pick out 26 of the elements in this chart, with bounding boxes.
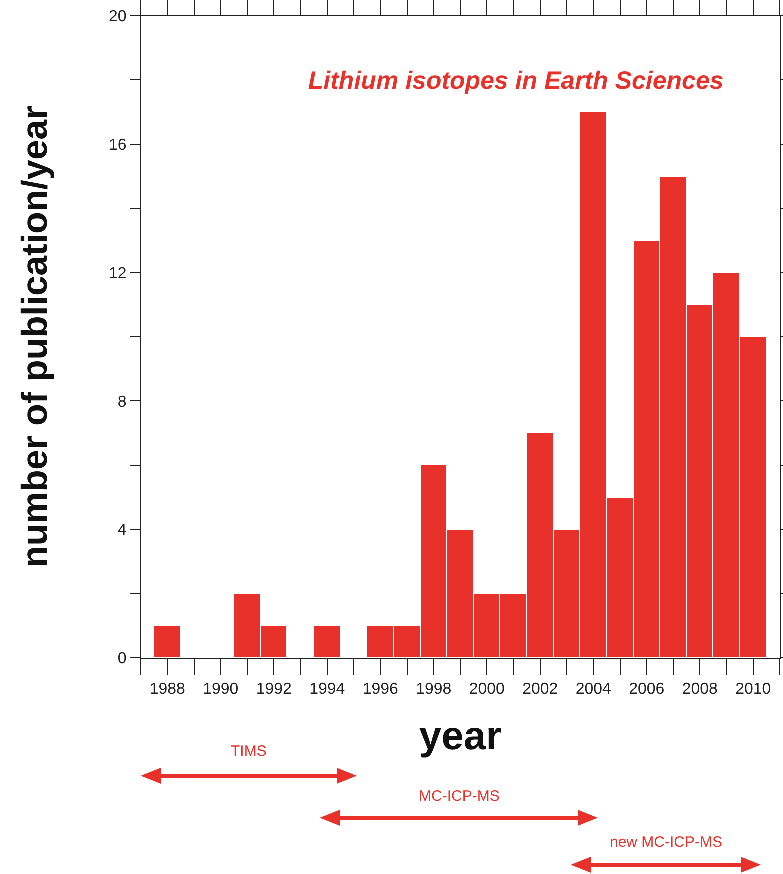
x-axis-title: year bbox=[419, 714, 502, 759]
y-tick-label: 4 bbox=[118, 522, 127, 540]
text: MC-ICP-MS bbox=[419, 788, 500, 805]
text: new MC-ICP-MS bbox=[610, 834, 723, 851]
x-tick-label: 2006 bbox=[629, 681, 665, 698]
y-tick-label: 12 bbox=[109, 265, 127, 282]
text: TIMS bbox=[231, 743, 267, 760]
x-tick-label: 1992 bbox=[256, 681, 292, 698]
y-tick-label: 8 bbox=[118, 394, 127, 411]
x-tick-label: 1996 bbox=[362, 681, 399, 698]
y-tick-label: 0 bbox=[118, 650, 127, 668]
bar bbox=[313, 625, 341, 658]
x-tick-label: 1998 bbox=[416, 681, 452, 698]
x-tick-label: 2008 bbox=[682, 681, 718, 698]
y-tick-label: 16 bbox=[109, 137, 127, 154]
x-tick-label: 1990 bbox=[203, 681, 239, 698]
bar bbox=[153, 625, 181, 658]
y-tick-label: 20 bbox=[109, 8, 127, 26]
x-tick-label: 2004 bbox=[576, 681, 612, 698]
x-tick-label: 2000 bbox=[469, 681, 506, 698]
x-tick-label: 2010 bbox=[736, 681, 772, 698]
y-axis-title: number of publication/year bbox=[14, 106, 55, 568]
text: Lithium isotopes in Earth Sciences bbox=[308, 67, 724, 96]
x-tick-label: 1988 bbox=[150, 681, 186, 698]
x-tick-label: 2002 bbox=[522, 681, 558, 698]
x-tick-label: 1994 bbox=[310, 681, 346, 698]
